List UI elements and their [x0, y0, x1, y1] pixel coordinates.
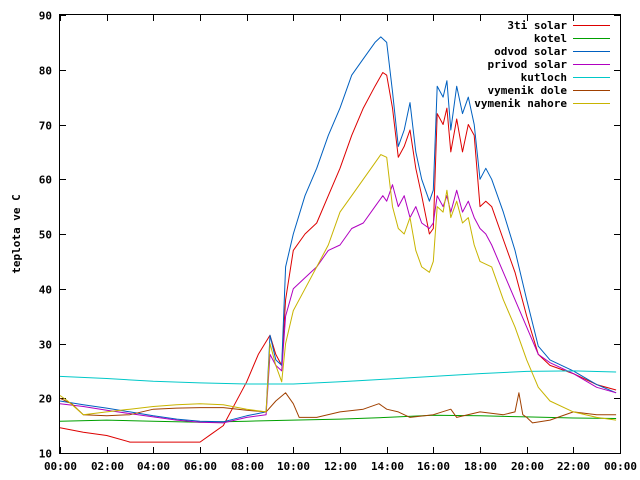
- x-tick-label: 20:00: [511, 460, 544, 473]
- series-line-odvod-solar: [59, 36, 617, 423]
- x-tick-label: 02:00: [91, 460, 124, 473]
- series-line-kotel: [59, 414, 617, 423]
- x-tick-label: 08:00: [231, 460, 264, 473]
- x-tick-label: 10:00: [277, 460, 310, 473]
- series-line-vymenik-nahore: [59, 154, 617, 421]
- x-tick-label: 06:00: [184, 460, 217, 473]
- x-tick-label: 14:00: [371, 460, 404, 473]
- x-tick-label: 18:00: [464, 460, 497, 473]
- x-tick-label: 22:00: [557, 460, 590, 473]
- series-lines: [59, 36, 617, 443]
- plot-area-frame: [59, 14, 621, 454]
- y-tick-label: 40: [39, 284, 52, 297]
- legend-label: odvod solar: [494, 45, 567, 58]
- legend-label: kotel: [534, 32, 567, 45]
- y-tick-label: 20: [39, 393, 52, 406]
- x-axis-ticks: 00:00 02:00 04:00 06:00 08:00 10:00 12:00 14:00…: [44, 15, 637, 473]
- series-line-vymenik-dole: [59, 392, 617, 424]
- y-tick-label: 70: [39, 120, 52, 133]
- x-tick-label: 00:00: [44, 460, 77, 473]
- x-tick-label: 16:00: [417, 460, 450, 473]
- series-line-kutloch: [59, 370, 617, 385]
- legend-label: kutloch: [521, 71, 567, 84]
- y-tick-label: 60: [39, 174, 52, 187]
- legend-label: vymenik dole: [488, 84, 568, 97]
- y-tick-label: 10: [39, 448, 52, 461]
- y-tick-label: 50: [39, 229, 52, 242]
- x-tick-label: 00:00: [604, 460, 637, 473]
- series-line-privod-solar: [59, 184, 617, 424]
- legend-label: vymenik nahore: [474, 97, 567, 110]
- y-tick-label: 90: [39, 10, 52, 23]
- x-tick-label: 12:00: [324, 460, 357, 473]
- series-line-3ti-solar: [59, 72, 617, 443]
- y-axis-ticks: 10 20 30 40 50 60 70 80 90: [39, 10, 620, 461]
- y-tick-label: 80: [39, 65, 52, 78]
- y-axis-label: teplota ve C: [10, 194, 23, 273]
- x-tick-label: 04:00: [137, 460, 170, 473]
- y-tick-label: 30: [39, 339, 52, 352]
- legend-label: 3ti solar: [507, 19, 567, 32]
- legend-label: privod solar: [488, 58, 568, 71]
